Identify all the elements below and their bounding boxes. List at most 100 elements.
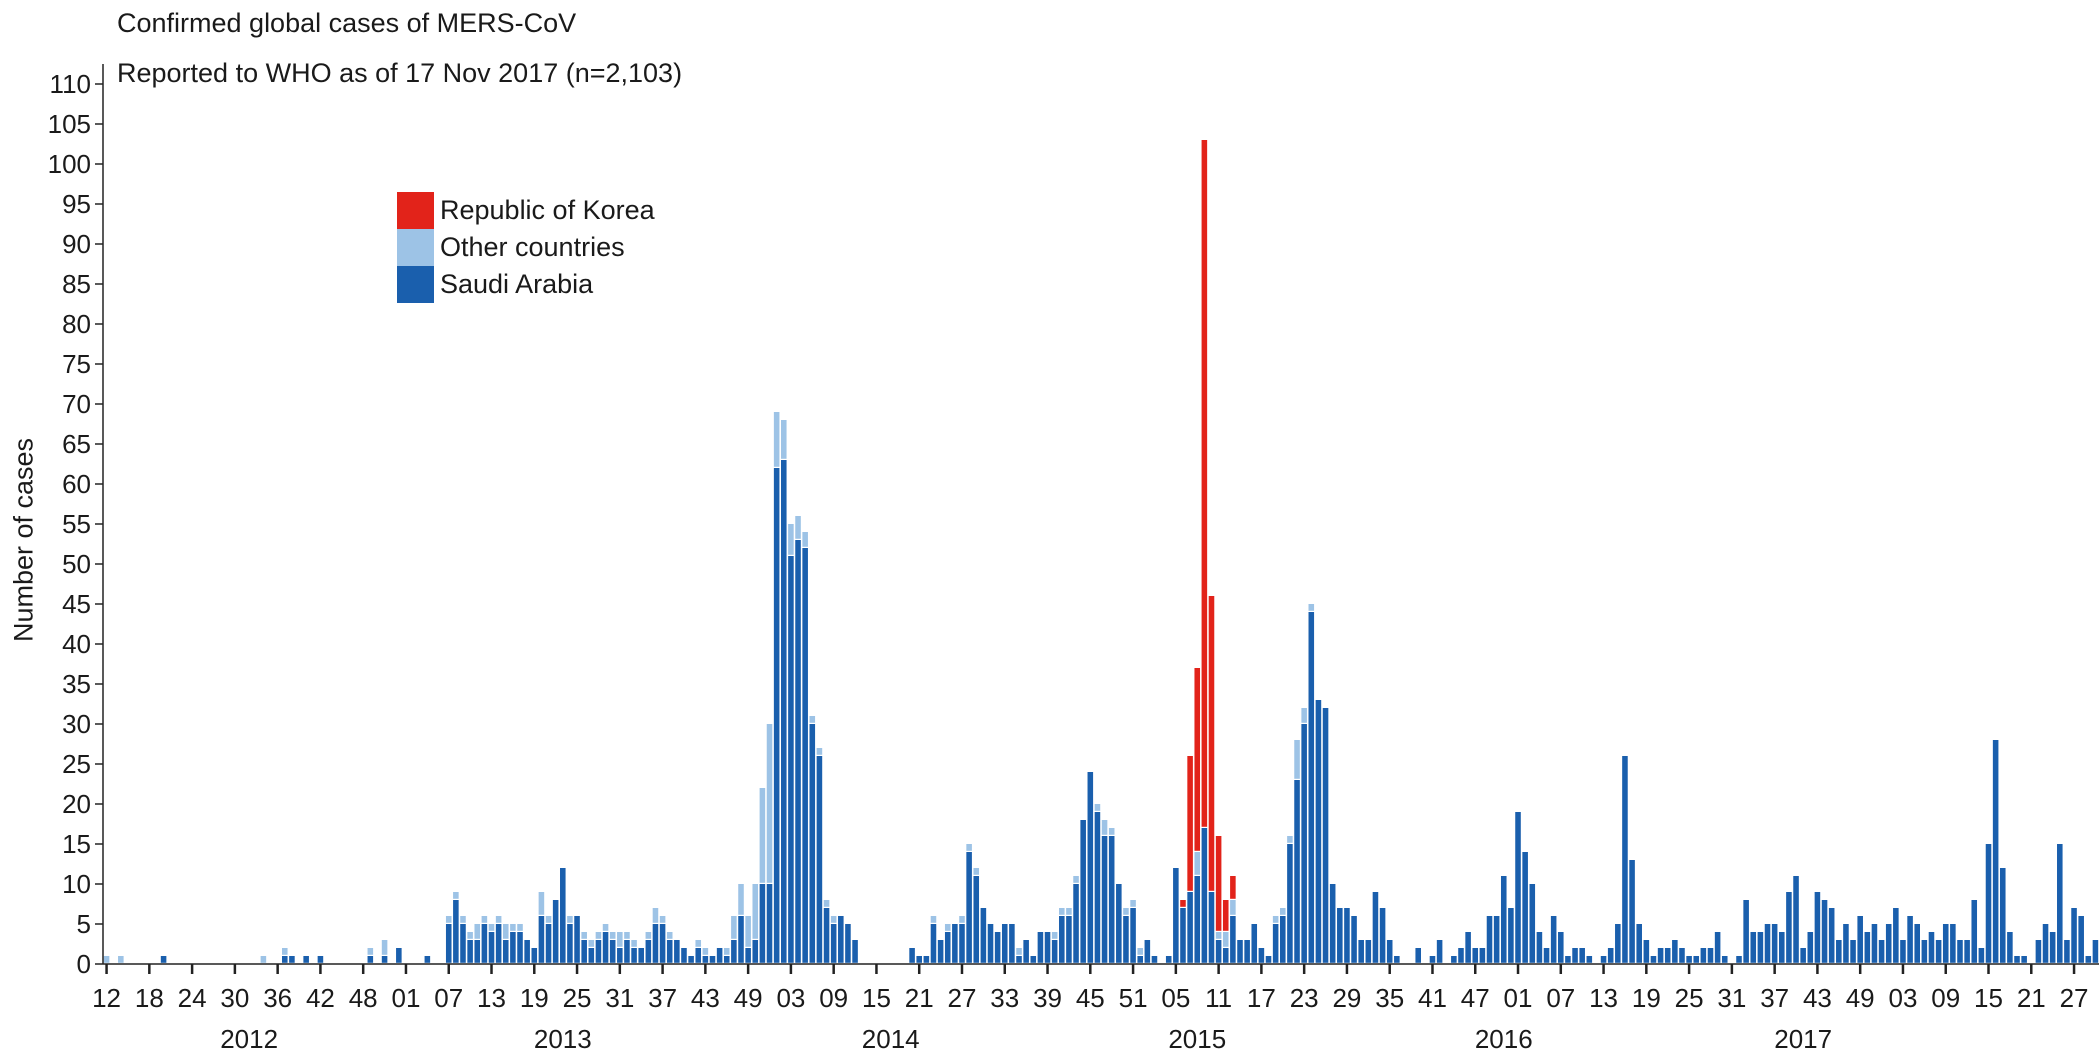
bar-saudi-arabia (759, 884, 766, 963)
bar-saudi-arabia (1337, 908, 1343, 963)
bar-saudi-arabia (581, 940, 587, 963)
bar-saudi-arabia (731, 940, 737, 963)
bar-saudi-arabia (1636, 924, 1642, 963)
x-tick-label: 48 (349, 983, 378, 1013)
bar-saudi-arabia (1550, 916, 1557, 963)
bar-other-countries (481, 916, 488, 923)
bar-saudi-arabia (567, 924, 573, 963)
bar-saudi-arabia (1386, 940, 1393, 963)
bar-saudi-arabia (723, 956, 730, 963)
y-tick-label: 0 (77, 949, 91, 979)
bar-saudi-arabia (1536, 932, 1543, 963)
bar-saudi-arabia (602, 932, 609, 963)
bar-saudi-arabia (1864, 932, 1871, 963)
x-tick-label: 27 (948, 983, 977, 1013)
bar-saudi-arabia (702, 956, 709, 963)
bar-saudi-arabia (381, 956, 388, 963)
bar-other-countries (595, 932, 602, 939)
bar-saudi-arabia (538, 916, 545, 963)
bar-saudi-arabia (1985, 844, 1992, 963)
bar-other-countries (367, 948, 374, 955)
bar-other-countries (1059, 908, 1065, 915)
bar-saudi-arabia (1707, 948, 1714, 963)
x-tick-label: 19 (1632, 983, 1661, 1013)
bar-other-countries (567, 916, 573, 923)
bar-saudi-arabia (1472, 948, 1479, 963)
bar-saudi-arabia (695, 948, 702, 963)
bar-saudi-arabia (289, 956, 295, 963)
bar-saudi-arabia (809, 724, 816, 963)
bar-other-countries (103, 956, 110, 963)
bar-republic-of-korea (1222, 900, 1229, 931)
bar-saudi-arabia (830, 924, 837, 963)
bar-other-countries (460, 916, 466, 923)
y-tick-label: 100 (48, 149, 91, 179)
chart-title: Confirmed global cases of MERS-CoV (117, 8, 577, 38)
bar-saudi-arabia (688, 956, 694, 963)
bar-republic-of-korea (1187, 756, 1193, 891)
bar-other-countries (802, 532, 808, 547)
bar-saudi-arabia (1415, 948, 1421, 963)
bar-other-countries (1230, 900, 1236, 915)
year-label: 2016 (1475, 1024, 1533, 1054)
bar-other-countries (944, 924, 951, 931)
bar-other-countries (495, 916, 502, 923)
bar-saudi-arabia (1001, 924, 1008, 963)
bar-saudi-arabia (1301, 724, 1307, 963)
bar-other-countries (467, 932, 473, 939)
bar-saudi-arabia (1629, 860, 1635, 963)
bar-saudi-arabia (1565, 956, 1571, 963)
legend-item-republic-of-korea: Republic of Korea (397, 192, 655, 229)
bar-other-countries (502, 924, 509, 939)
bar-other-countries (1222, 932, 1229, 947)
bar-saudi-arabia (1108, 836, 1115, 963)
bar-saudi-arabia (609, 940, 616, 963)
bar-other-countries (1130, 900, 1136, 907)
bar-saudi-arabia (1358, 940, 1364, 963)
axes-layer: 0510152025303540455055606570758085909510… (48, 64, 2099, 1054)
bar-saudi-arabia (745, 948, 751, 963)
x-tick-label: 35 (1375, 983, 1404, 1013)
x-tick-label: 01 (1504, 983, 1533, 1013)
bar-other-countries (624, 932, 630, 939)
x-tick-label: 37 (1760, 983, 1789, 1013)
bar-other-countries (118, 956, 124, 963)
y-tick-label: 20 (62, 789, 91, 819)
bar-saudi-arabia (2085, 956, 2092, 963)
bar-saudi-arabia (1843, 924, 1849, 963)
bar-saudi-arabia (303, 956, 309, 963)
bar-saudi-arabia (2064, 940, 2070, 963)
bar-saudi-arabia (645, 940, 652, 963)
bar-saudi-arabia (2049, 932, 2056, 963)
bar-saudi-arabia (1329, 884, 1336, 963)
bar-saudi-arabia (1429, 956, 1436, 963)
bar-saudi-arabia (1037, 932, 1044, 963)
bar-saudi-arabia (510, 932, 516, 963)
bar-saudi-arabia (795, 540, 801, 963)
bar-saudi-arabia (1080, 820, 1086, 963)
bar-saudi-arabia (1736, 956, 1742, 963)
bar-other-countries (1101, 820, 1108, 835)
bar-saudi-arabia (1828, 908, 1835, 963)
y-tick-label: 105 (48, 109, 91, 139)
bar-saudi-arabia (773, 468, 780, 963)
y-tick-label: 85 (62, 269, 91, 299)
legend-swatch-other-countries (397, 229, 434, 266)
bar-saudi-arabia (1137, 956, 1143, 963)
bar-saudi-arabia (966, 852, 972, 963)
bar-saudi-arabia (531, 948, 538, 963)
bar-other-countries (652, 908, 659, 923)
bar-other-countries (602, 924, 609, 931)
bar-saudi-arabia (2007, 932, 2013, 963)
bar-saudi-arabia (1173, 868, 1179, 963)
bar-saudi-arabia (2092, 940, 2099, 963)
bar-saudi-arabia (1315, 700, 1322, 963)
x-tick-label: 23 (1290, 983, 1319, 1013)
year-label: 2013 (534, 1024, 592, 1054)
bar-saudi-arabia (2057, 844, 2063, 963)
bar-other-countries (1094, 804, 1101, 811)
bar-other-countries (581, 932, 587, 939)
legend-swatch-saudi-arabia (397, 266, 434, 303)
bar-saudi-arabia (1066, 916, 1072, 963)
